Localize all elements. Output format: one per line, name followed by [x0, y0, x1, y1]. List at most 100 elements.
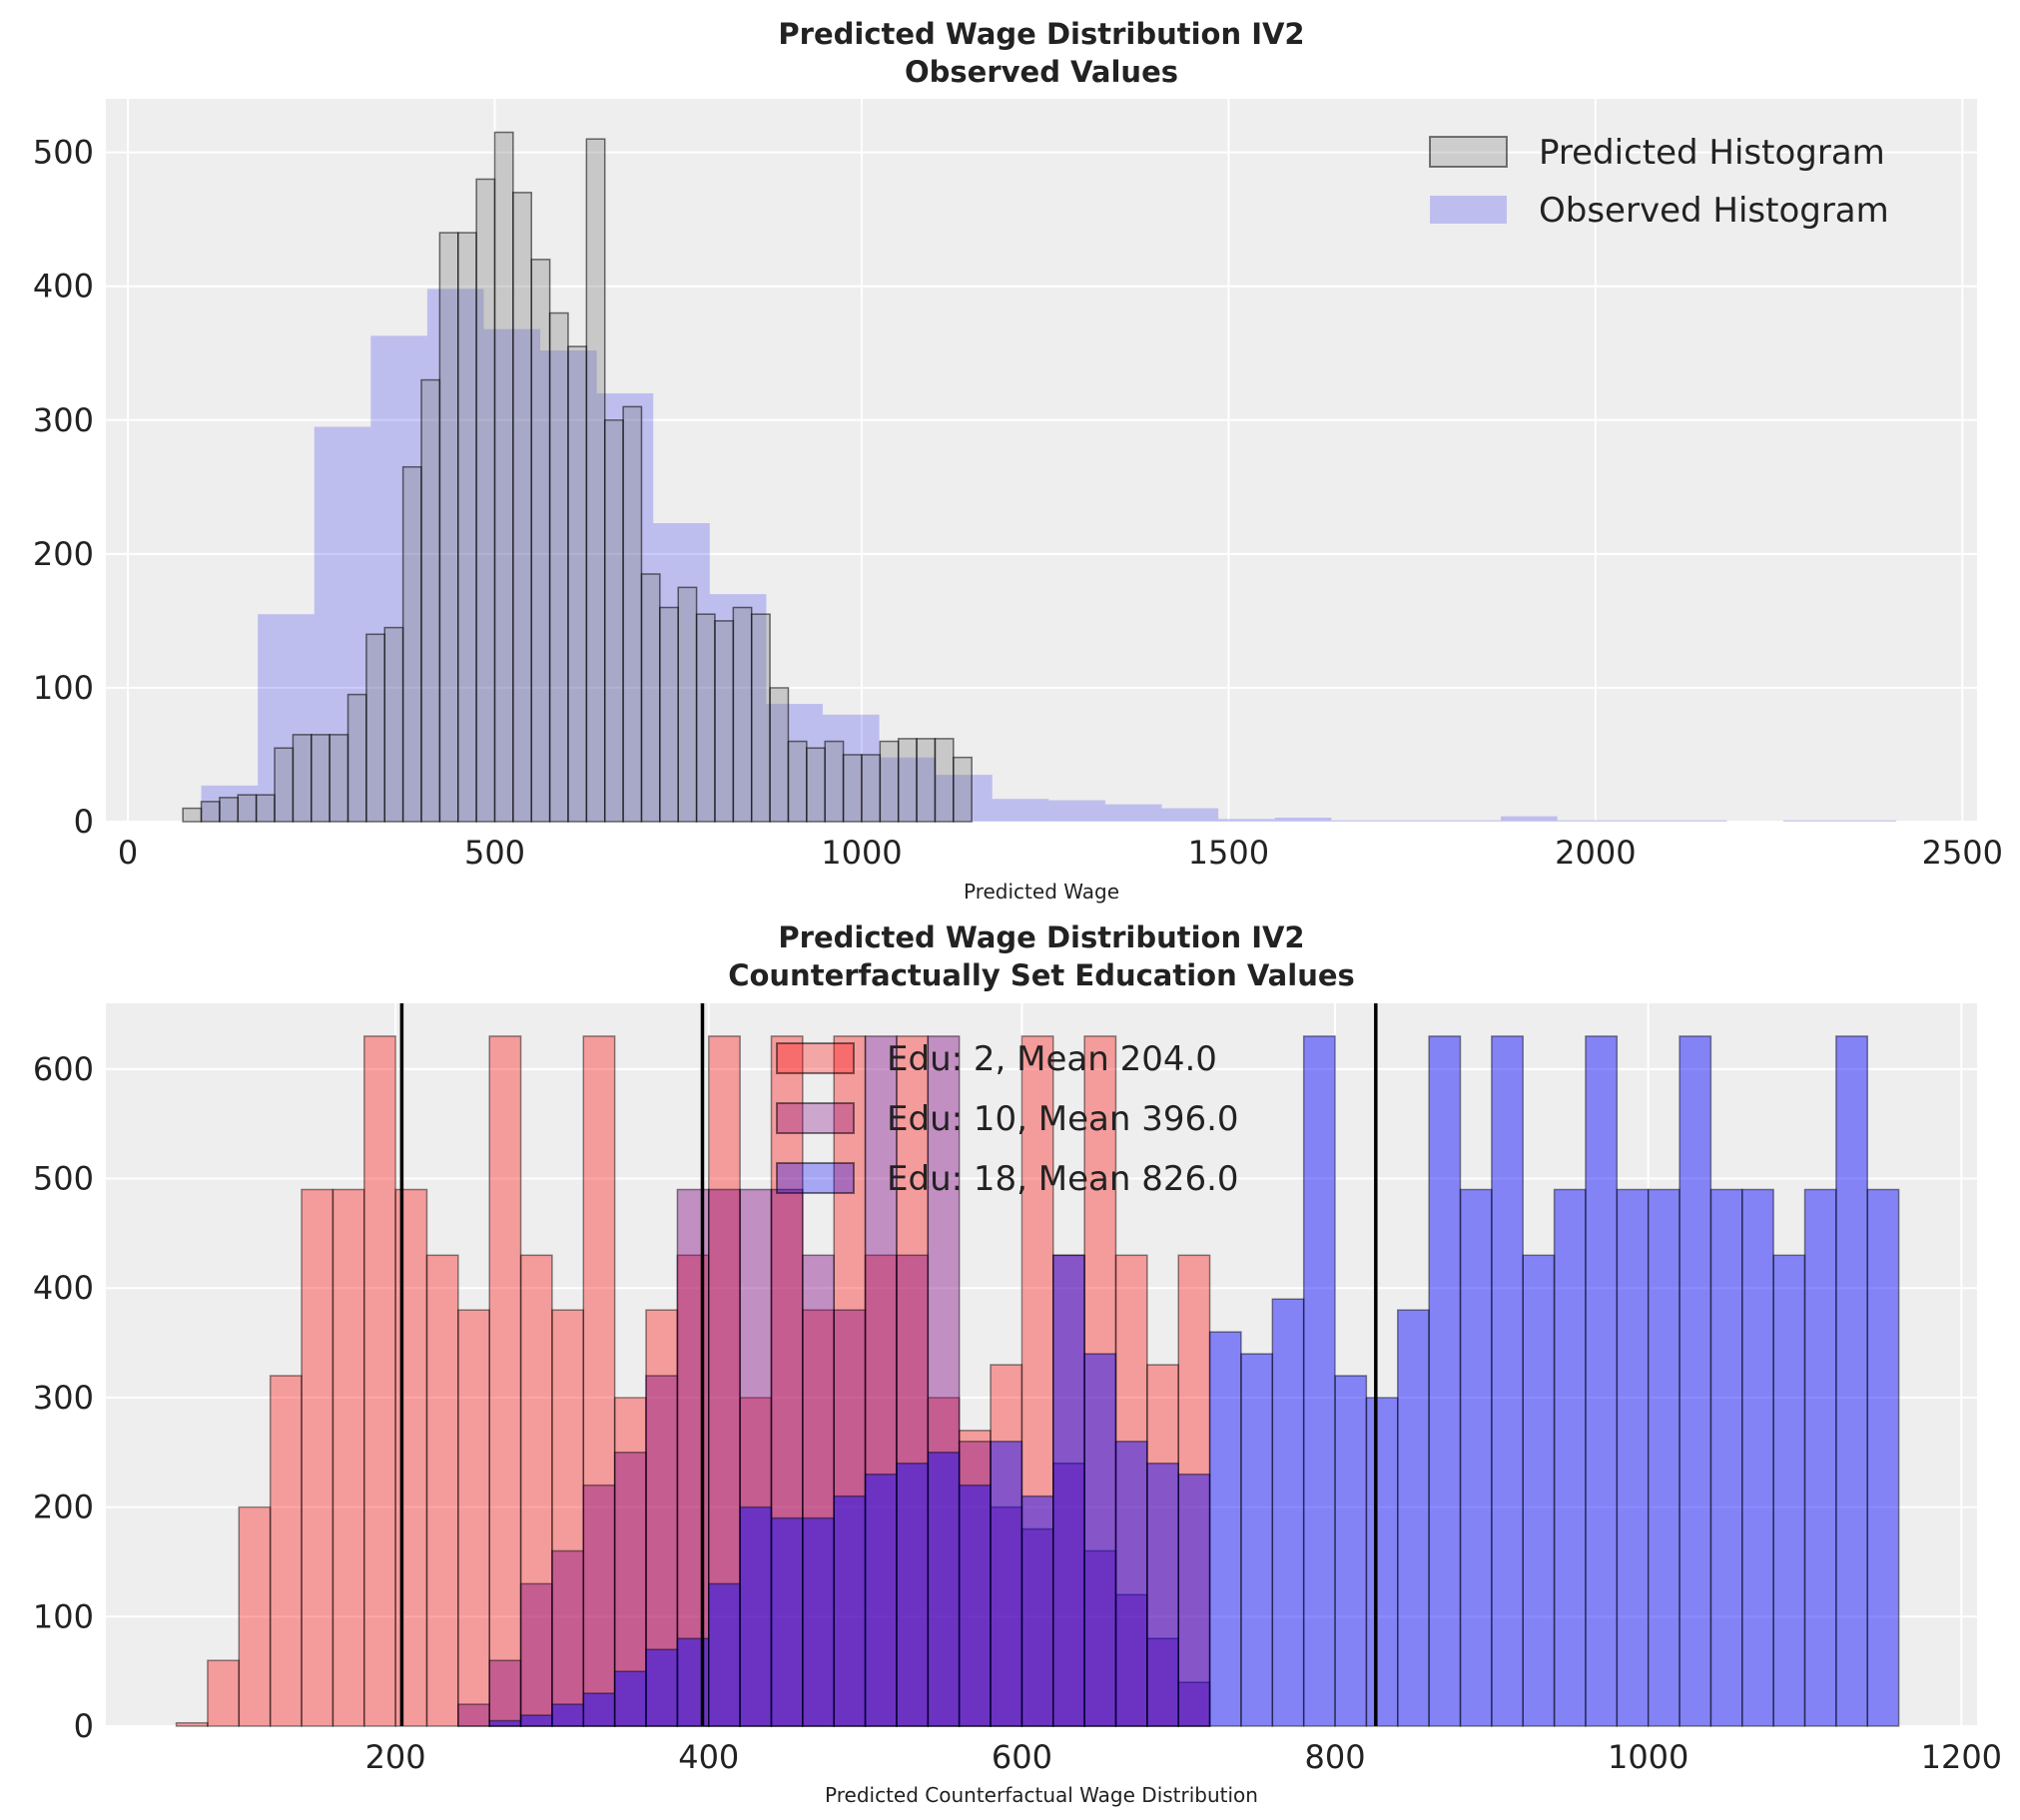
histogram-bar — [329, 734, 349, 823]
histogram-bar — [548, 311, 569, 823]
histogram-bar — [897, 738, 918, 823]
histogram-bar — [1218, 819, 1275, 822]
histogram-bar — [787, 740, 808, 823]
histogram-bar — [401, 465, 422, 823]
x-tick-label: 2000 — [1555, 834, 1636, 872]
histogram-bar — [457, 232, 477, 823]
y-tick-label: 0 — [74, 803, 94, 841]
legend-swatch-predicted — [1429, 136, 1508, 168]
histogram-bar — [425, 1254, 459, 1727]
histogram-bar — [613, 1670, 647, 1727]
histogram-bar — [1208, 1331, 1242, 1727]
legend-swatch-edu2 — [776, 1042, 855, 1074]
histogram-bar — [927, 1035, 961, 1727]
histogram-bar — [1302, 1035, 1336, 1727]
histogram-bar — [708, 1188, 741, 1727]
histogram-bar — [530, 259, 551, 823]
histogram-bar — [1741, 1188, 1774, 1727]
histogram-bar — [567, 345, 588, 823]
histogram-bar — [864, 1035, 898, 1727]
histogram-bar — [274, 747, 295, 823]
histogram-bar — [1114, 1441, 1148, 1727]
histogram-bar — [370, 335, 427, 822]
bottom-plot-area — [106, 1003, 1977, 1726]
histogram-bar — [842, 754, 863, 823]
histogram-bar — [1114, 1593, 1148, 1727]
histogram-bar — [475, 178, 496, 823]
histogram-bar — [879, 757, 937, 822]
histogram-bar — [990, 1364, 1023, 1727]
histogram-bar — [1616, 1188, 1650, 1727]
histogram-bar — [1709, 1188, 1743, 1727]
histogram-bar — [363, 1035, 396, 1727]
histogram-bar — [1114, 1254, 1148, 1727]
histogram-bar — [645, 1375, 679, 1727]
x-tick-label: 400 — [678, 1738, 739, 1776]
histogram-bar — [622, 405, 643, 823]
histogram-bar — [1177, 1681, 1211, 1727]
histogram-bar — [1240, 1353, 1274, 1727]
histogram-bar — [346, 693, 367, 823]
histogram-bar — [1647, 1188, 1681, 1727]
histogram-bar — [739, 1188, 773, 1727]
histogram-bar — [175, 1721, 209, 1727]
histogram-bar — [739, 1397, 773, 1727]
y-tick-label: 600 — [33, 1050, 94, 1088]
histogram-bar — [896, 1035, 930, 1727]
histogram-bar — [770, 1188, 804, 1727]
histogram-bar — [488, 1719, 522, 1727]
histogram-bar — [645, 1648, 679, 1727]
histogram-bar — [802, 1309, 835, 1727]
y-tick-label: 0 — [74, 1707, 94, 1745]
histogram-bar — [766, 704, 823, 822]
series-1 — [201, 289, 1897, 822]
histogram-bar — [1387, 820, 1445, 822]
histogram-bar — [990, 1506, 1023, 1727]
bottom-legend: Edu: 2, Mean 204.0 Edu: 10, Mean 396.0 E… — [776, 1039, 1239, 1199]
histogram-bar — [833, 1035, 867, 1727]
histogram-bar — [551, 1309, 585, 1727]
histogram-bar — [802, 1517, 835, 1727]
histogram-bar — [383, 626, 404, 823]
histogram-bar — [864, 1473, 898, 1727]
histogram-bar — [653, 523, 710, 822]
histogram-bar — [1271, 1298, 1305, 1727]
series-0 — [182, 131, 973, 823]
histogram-bar — [1614, 820, 1671, 822]
histogram-bar — [936, 775, 993, 822]
y-tick-label: 400 — [33, 1269, 94, 1307]
histogram-bar — [582, 1692, 616, 1727]
top-chart-title: Predicted Wage Distribution IV2 — [778, 17, 1304, 51]
histogram-bar — [824, 740, 845, 823]
series-1 — [457, 1035, 1211, 1727]
histogram-bar — [1365, 1397, 1399, 1727]
legend-swatch-observed — [1430, 196, 1507, 224]
x-tick-label: 800 — [1304, 1738, 1365, 1776]
histogram-bar — [1444, 820, 1502, 822]
histogram-bar — [332, 1188, 365, 1727]
histogram-bar — [1020, 1527, 1054, 1727]
histogram-bar — [1331, 820, 1388, 822]
histogram-bar — [1052, 1254, 1085, 1727]
histogram-bar — [645, 1309, 679, 1727]
histogram-bar — [1459, 1188, 1493, 1727]
legend-label-edu2: Edu: 2, Mean 204.0 — [887, 1039, 1217, 1079]
legend-label-edu18: Edu: 18, Mean 826.0 — [887, 1159, 1239, 1199]
histogram-bar — [1083, 1353, 1117, 1727]
histogram-bar — [519, 1714, 553, 1727]
histogram-bar — [1679, 1035, 1712, 1727]
y-tick-label: 500 — [33, 1160, 94, 1198]
histogram-bar — [1803, 1188, 1837, 1727]
histogram-bar — [695, 613, 716, 823]
x-tick-label: 600 — [992, 1738, 1052, 1776]
histogram-bar — [1491, 1035, 1524, 1727]
x-tick-label: 1200 — [1921, 1738, 2002, 1776]
histogram-bar — [750, 613, 771, 823]
histogram-bar — [833, 1495, 867, 1727]
histogram-bar — [1772, 1254, 1806, 1727]
histogram-bar — [488, 1659, 522, 1727]
histogram-bar — [255, 794, 276, 823]
histogram-bar — [640, 573, 661, 823]
top-legend: Predicted Histogram Observed Histogram — [1429, 133, 1889, 231]
x-tick-label: 1000 — [821, 834, 902, 872]
